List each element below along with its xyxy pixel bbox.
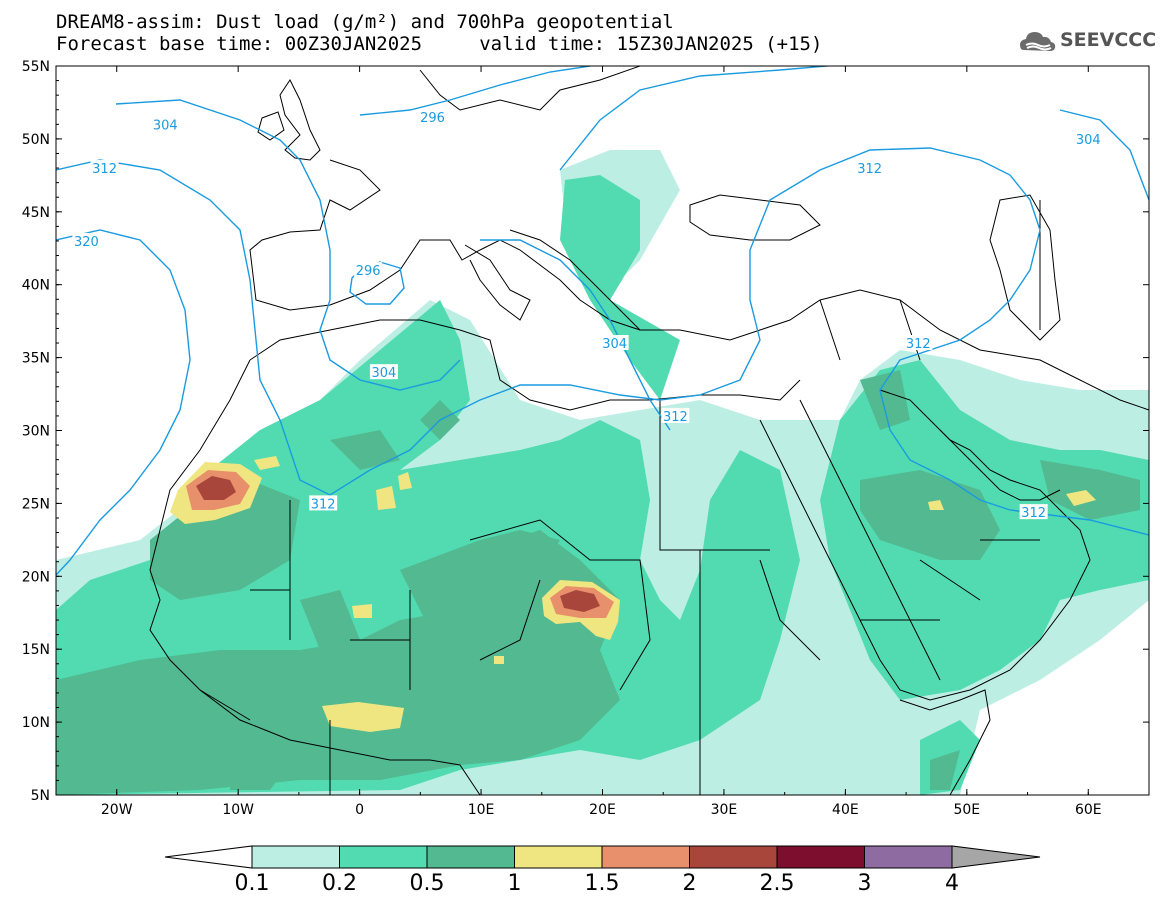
contour-296-north bbox=[359, 66, 591, 116]
legend-arrow-high bbox=[951, 845, 1041, 869]
contour-304-west bbox=[115, 99, 461, 391]
lat-tick-label: 45N bbox=[22, 205, 50, 221]
legend-label: 0.1 bbox=[235, 871, 270, 896]
legend-swatch bbox=[689, 845, 778, 869]
legend-colorbar: 0.1 0.2 0.5 1 1.5 2 2.5 3 4 bbox=[164, 845, 1041, 896]
legend-label: 0.5 bbox=[410, 871, 445, 896]
contour-label: 312 bbox=[906, 337, 931, 352]
legend-swatch bbox=[601, 845, 690, 869]
lon-tick-label: 10W bbox=[222, 802, 254, 818]
axes: 55N 50N 45N 40N 35N 30N 25N 20N 15N 10N 5N 20W 10W 0 1… bbox=[22, 59, 1150, 818]
lon-tick-label: 40E bbox=[832, 802, 859, 818]
contour-label: 304 bbox=[153, 118, 178, 133]
contour-label: 304 bbox=[1076, 133, 1101, 148]
contour-labels: 304 296 312 320 296 304 304 312 312 312 304 312 312 bbox=[72, 109, 1103, 521]
lat-tick-label: 35N bbox=[22, 351, 50, 367]
contour-label-bg bbox=[369, 364, 398, 380]
legend-label: 4 bbox=[945, 871, 959, 896]
lon-tick-label: 10E bbox=[468, 802, 495, 818]
contour-label: 312 bbox=[92, 162, 117, 177]
contour-label-bg bbox=[418, 109, 447, 125]
contour-label-bg bbox=[354, 262, 383, 278]
geopotential-contours bbox=[56, 66, 1149, 576]
contour-304-east bbox=[1059, 109, 1149, 201]
title-line-1: DREAM8-assim: Dust load (g/m²) and 700hP… bbox=[56, 11, 674, 33]
lat-tick-label: 20N bbox=[22, 569, 50, 585]
contour-label-bg bbox=[661, 407, 690, 423]
contour-label-bg bbox=[151, 116, 180, 132]
contour-label-bg bbox=[1074, 130, 1103, 146]
contour-label: 312 bbox=[1021, 506, 1046, 521]
lat-tick-label: 25N bbox=[22, 496, 50, 512]
contour-label: 312 bbox=[857, 162, 882, 177]
contour-label-bg bbox=[855, 160, 884, 176]
title-line-2: Forecast base time: 00Z30JAN2025 valid t… bbox=[56, 33, 823, 55]
dust-level-2 bbox=[196, 476, 600, 612]
legend-label: 2.5 bbox=[760, 871, 795, 896]
legend-swatch bbox=[339, 845, 428, 869]
lon-tick-label: 60E bbox=[1075, 802, 1102, 818]
lon-tick-label: 20W bbox=[101, 802, 133, 818]
contour-label: 312 bbox=[311, 497, 336, 512]
contour-304-balkans bbox=[480, 239, 671, 431]
legend-label: 2 bbox=[683, 871, 697, 896]
lat-tick-label: 30N bbox=[22, 424, 50, 440]
contour-label: 304 bbox=[371, 366, 396, 381]
legend-label: 1.5 bbox=[585, 871, 620, 896]
lat-tick-label: 15N bbox=[22, 642, 50, 658]
contour-label: 312 bbox=[663, 410, 688, 425]
contour-label-bg bbox=[90, 160, 119, 176]
contour-label-bg bbox=[904, 335, 933, 351]
legend-swatch bbox=[426, 845, 515, 869]
contour-label-bg bbox=[72, 232, 101, 248]
cloud-icon bbox=[1020, 32, 1056, 51]
legend-label: 3 bbox=[858, 871, 872, 896]
contour-312-main bbox=[56, 147, 1149, 536]
legend-label: 1 bbox=[508, 871, 522, 896]
lat-tick-label: 55N bbox=[22, 59, 50, 75]
legend-swatch bbox=[514, 845, 603, 869]
contour-304-europe bbox=[559, 66, 835, 171]
lat-tick-label: 10N bbox=[22, 715, 50, 731]
contour-label: 320 bbox=[74, 235, 99, 250]
legend-swatch bbox=[776, 845, 865, 869]
legend-label: 0.2 bbox=[322, 871, 357, 896]
lon-tick-label: 50E bbox=[953, 802, 980, 818]
lat-tick-label: 50N bbox=[22, 132, 50, 148]
contour-label-bg bbox=[1019, 504, 1048, 520]
legend-swatch bbox=[864, 845, 953, 869]
contour-320 bbox=[56, 229, 191, 576]
contour-label-bg bbox=[309, 495, 338, 511]
coastlines bbox=[149, 66, 1149, 795]
dust-field bbox=[56, 150, 1149, 795]
lon-tick-label: 20E bbox=[589, 802, 616, 818]
legend-swatch bbox=[251, 845, 340, 869]
lat-tick-label: 40N bbox=[22, 278, 50, 294]
contour-label: 296 bbox=[356, 264, 381, 279]
legend-arrow-low bbox=[164, 845, 253, 869]
contour-label-bg bbox=[600, 335, 629, 351]
lat-tick-label: 5N bbox=[31, 788, 50, 804]
logo-text: SEEVCCC bbox=[1060, 29, 1157, 51]
lon-tick-label: 0 bbox=[355, 802, 364, 818]
contour-label: 304 bbox=[602, 337, 627, 352]
contour-296-iberia bbox=[349, 261, 405, 305]
lon-tick-label: 30E bbox=[711, 802, 738, 818]
contour-label: 296 bbox=[420, 111, 445, 126]
